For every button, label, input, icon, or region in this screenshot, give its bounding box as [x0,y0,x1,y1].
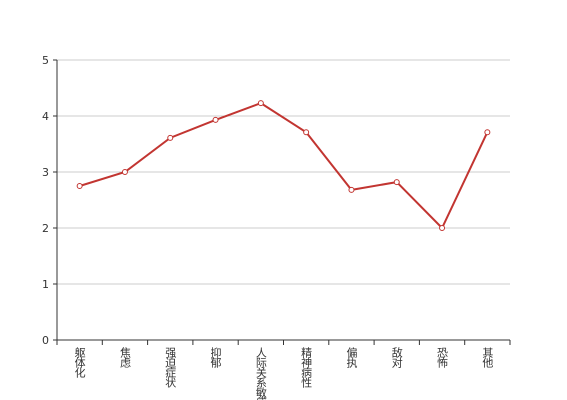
x-tick-label: 敌对 [390,346,403,368]
point [76,183,83,189]
point [167,134,174,141]
y-tick-label: 5 [42,54,49,67]
x-tick-label: 其他 [481,347,494,368]
line [79,102,489,230]
x-tick-label: 躯体化 [73,347,86,379]
x-tick-label: 抑郁 [209,346,222,368]
point [257,100,264,107]
point [348,186,355,193]
y-tick-label: 3 [42,166,49,179]
x-tick-label: 偏执 [345,346,358,369]
point [484,129,491,136]
point [303,129,310,136]
y-tick-label: 2 [42,222,49,235]
x-tick-label: 人际关系敏感 [254,347,267,400]
x-tick-label: 精神病性 [300,347,313,389]
point [439,225,446,231]
x-tick-label: 强迫症状 [164,347,177,388]
point [121,169,128,175]
y-tick-label: 1 [42,278,49,291]
x-tick-label: 焦虑 [118,347,131,368]
point [212,116,219,123]
y-tick-label: 4 [42,110,49,123]
y-tick-label: 0 [42,334,49,347]
point [393,179,400,186]
x-tick-label: 恐怖 [436,347,449,368]
